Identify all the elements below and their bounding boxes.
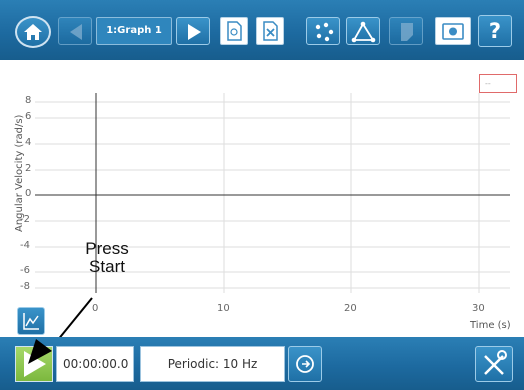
clock-arrow-icon: [296, 355, 314, 373]
y-tick-label: 2: [25, 163, 32, 174]
x-tick-label: 10: [217, 303, 230, 314]
graph-options-button[interactable]: [17, 307, 45, 335]
graph-area[interactable]: -- Angular Velocity (rad/s) 8 6 4 2 0 -2…: [0, 60, 524, 358]
y-tick-label: -4: [20, 240, 30, 251]
delete-page-button[interactable]: [256, 17, 284, 45]
press-start-line2: Start: [89, 257, 125, 276]
home-icon: [24, 24, 42, 40]
camera-button[interactable]: [435, 17, 471, 45]
start-button[interactable]: [15, 346, 53, 382]
press-start-line1: Press: [85, 239, 129, 258]
y-tick-label: 0: [25, 188, 32, 199]
wrench-screwdriver-icon: [484, 350, 507, 375]
x-tick-label: 0: [92, 303, 99, 314]
graph-options-icon: [23, 313, 39, 330]
new-page-icon: [227, 21, 242, 41]
help-button[interactable]: ?: [478, 15, 512, 47]
y-tick-label: 6: [25, 111, 32, 122]
camera-icon: [442, 23, 464, 40]
x-tick-label: 20: [344, 303, 357, 314]
data-points-button[interactable]: [306, 17, 340, 45]
legend-box[interactable]: --: [479, 74, 517, 93]
right-arrow-icon: [188, 24, 201, 40]
y-tick-label: -6: [20, 265, 30, 276]
left-arrow-icon: [70, 24, 82, 40]
annotation-button[interactable]: [389, 17, 423, 45]
y-tick-label: 4: [25, 137, 32, 148]
triangle-analysis-icon: [351, 21, 376, 43]
scatter-points-icon: [315, 22, 334, 42]
collection-mode-button[interactable]: [288, 346, 322, 382]
sampling-mode-field[interactable]: Periodic: 10 Hz: [140, 346, 285, 382]
annotation-arrow: [43, 297, 93, 358]
play-icon: [24, 351, 46, 377]
x-tick-label: 30: [472, 303, 485, 314]
help-question-icon: ?: [488, 19, 502, 43]
delete-page-icon: [263, 21, 278, 41]
graph-grid: [35, 93, 510, 358]
y-tick-label: 8: [25, 95, 32, 106]
y-tick-label: -2: [20, 214, 30, 225]
tools-button[interactable]: [475, 346, 513, 382]
next-graph-button[interactable]: [176, 17, 210, 45]
home-button[interactable]: [15, 16, 51, 48]
new-page-button[interactable]: [220, 17, 248, 45]
elapsed-time-display: 00:00:00.0: [56, 346, 134, 382]
analyze-button[interactable]: [346, 17, 380, 45]
previous-graph-button[interactable]: [58, 17, 92, 45]
document-fold-icon: [401, 23, 413, 41]
top-toolbar: 1:Graph 1: [0, 0, 524, 60]
graph-selector[interactable]: 1:Graph 1: [96, 17, 172, 45]
x-axis-label[interactable]: Time (s): [470, 320, 511, 331]
y-tick-label: -8: [20, 281, 30, 292]
press-start-annotation: Press Start: [72, 240, 142, 276]
